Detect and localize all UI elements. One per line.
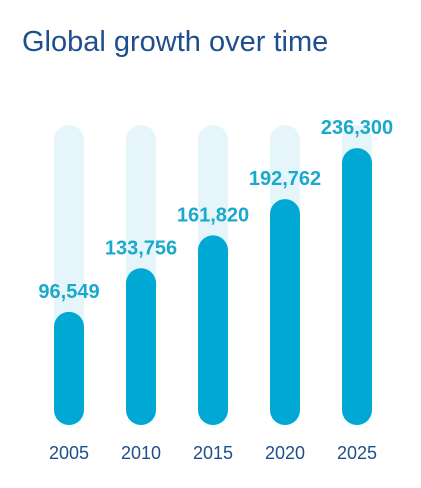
bar-2025 [342,148,372,425]
value-label-2010: 133,756 [105,237,177,259]
x-tick-2005: 2005 [49,443,89,463]
bar-2010 [126,268,156,425]
x-tick-2015: 2015 [193,443,233,463]
bar-2020 [270,199,300,425]
value-label-2025: 236,300 [321,117,393,139]
x-tick-2010: 2010 [121,443,161,463]
bar-2005 [54,311,84,425]
value-label-2005: 96,549 [38,281,99,303]
value-label-2020: 192,762 [249,168,321,190]
bar-2015 [198,235,228,425]
x-tick-2025: 2025 [337,443,377,463]
chart-title: Global growth over time [22,26,329,58]
value-label-2015: 161,820 [177,204,249,226]
x-tick-2020: 2020 [265,443,305,463]
